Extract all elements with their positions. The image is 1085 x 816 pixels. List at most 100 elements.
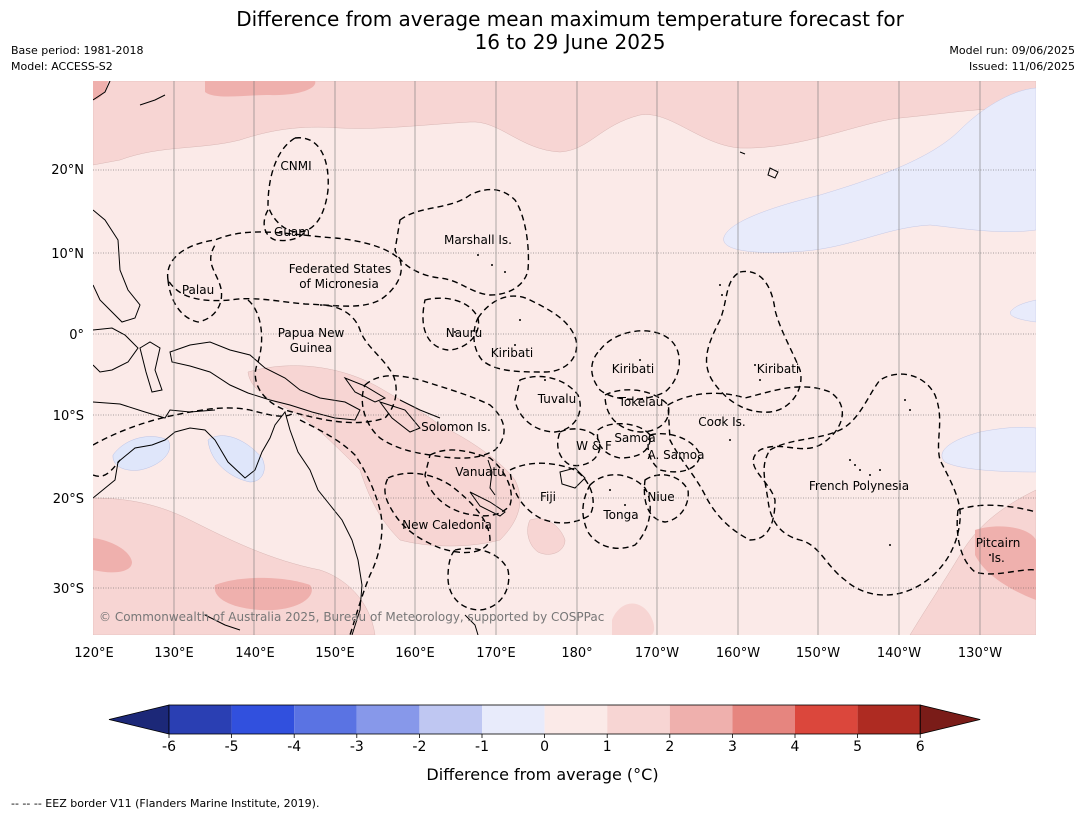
colorbar-tick-label: -4 [287, 739, 301, 755]
eez-marshall [394, 188, 530, 296]
anomaly-region-neg [207, 435, 265, 483]
lon-tick: 150°W [796, 646, 840, 661]
lon-tick: 140°E [235, 646, 275, 661]
label-nauru: Nauru [446, 326, 482, 340]
colorbar-segment [795, 705, 858, 734]
eez-solomon [361, 375, 505, 459]
anomaly-region-2-3 [93, 81, 108, 100]
eez-guam [263, 209, 306, 242]
lon-tick: 130°W [958, 646, 1002, 661]
colorbar-segment [482, 705, 545, 734]
label-guam: Guam [274, 225, 310, 239]
colorbar-tick-label: 5 [853, 739, 862, 755]
label-tonga: Tonga [602, 508, 638, 522]
anomaly-region-neg [1010, 299, 1036, 323]
eez-fsm [166, 231, 402, 307]
label-french-polynesia: French Polynesia [809, 479, 909, 493]
colorbar-tick-label: 3 [728, 739, 737, 755]
eez-niue [643, 474, 689, 523]
label-wallis-futuna: W & F [576, 439, 612, 453]
colorbar-ticks: -6 -5 -4 -3 -2 -1 0 1 2 3 4 5 6 [162, 739, 925, 755]
label-american-samoa: A. Samoa [648, 448, 705, 462]
colorbar-segment [607, 705, 670, 734]
lat-axis: 20°N 10°N 0° 10°S 20°S 30°S [51, 163, 84, 597]
issued-date: Issued: 11/06/2025 [968, 60, 1075, 73]
eez-samoa [596, 423, 651, 459]
colorbar-tick-label: 0 [540, 739, 549, 755]
anomaly-region-2-3 [975, 526, 1036, 600]
label-samoa: Samoa [614, 431, 655, 445]
lon-tick: 150°E [315, 646, 355, 661]
label-fsm-2: of Micronesia [299, 277, 379, 291]
meta-left: Base period: 1981-2018 Model: ACCESS-S2 [11, 43, 143, 75]
colorbar-tick-label: -1 [475, 739, 489, 755]
label-tokelau: Tokelau [618, 395, 664, 409]
colorbar-segment [857, 705, 921, 734]
footer-note: -- -- -- EEZ border V11 (Flanders Marine… [11, 797, 320, 810]
colorbar-title: Difference from average (°C) [426, 765, 659, 784]
eez-png [247, 299, 397, 424]
title-line-2: 16 to 29 June 2025 [474, 30, 666, 54]
grid-parallels [93, 169, 1036, 589]
anomaly-region-2-3 [205, 81, 316, 97]
eez-cook [667, 386, 843, 541]
lat-tick: 10°N [51, 247, 84, 262]
label-new-caledonia: New Caledonia [402, 518, 492, 532]
base-period: Base period: 1981-2018 [11, 44, 144, 57]
colorbar-segment [732, 705, 795, 734]
label-fiji: Fiji [540, 490, 556, 504]
label-tuvalu: Tuvalu [537, 392, 577, 406]
lon-tick: 160°W [716, 646, 760, 661]
lat-tick: 20°S [53, 492, 84, 507]
anomaly-region-2-3 [93, 538, 132, 573]
colorbar [108, 704, 981, 738]
lon-tick: 170°W [635, 646, 679, 661]
lon-tick: 180° [561, 646, 592, 661]
lat-tick: 0° [69, 328, 84, 343]
lat-tick: 10°S [53, 409, 84, 424]
label-png-1: Papua New [278, 326, 345, 340]
island-dots [454, 254, 991, 556]
colorbar-tick-label: 4 [791, 739, 800, 755]
label-niue: Niue [647, 490, 674, 504]
eez-australia [93, 407, 296, 477]
label-palau: Palau [182, 283, 214, 297]
lon-axis: 120°E 130°E 140°E 150°E 160°E 170°E 180°… [74, 646, 1002, 661]
lat-tick: 30°S [53, 582, 84, 597]
colorbar-tick-label: 6 [916, 739, 925, 755]
region-labels: CNMI Guam Marshall Is. Federated States … [182, 159, 1020, 565]
lon-tick: 130°E [154, 646, 194, 661]
grid-meridians [173, 81, 981, 635]
label-vanuatu: Vanuatu [455, 465, 505, 479]
eez-borders [93, 137, 1036, 635]
anomaly-region-1-2 [612, 603, 655, 635]
eez-australia-east [299, 419, 383, 635]
eez-french-polynesia [763, 373, 961, 596]
anomaly-region-2-3 [214, 577, 312, 611]
colorbar-tick-label: -2 [412, 739, 426, 755]
colorbar-segment [356, 705, 420, 734]
colorbar-extend-under [108, 704, 170, 735]
anomaly-region-neg [112, 436, 170, 471]
colorbar-segment [294, 705, 357, 734]
colorbar-segment [544, 705, 608, 734]
label-solomon: Solomon Is. [421, 420, 491, 434]
colorbar-segment [231, 705, 295, 734]
eez-wallis [557, 428, 601, 467]
lon-tick: 120°E [74, 646, 114, 661]
colorbar-tick-label: 1 [603, 739, 612, 755]
eez-asamoa [647, 433, 701, 473]
label-kiribati-gilbert: Kiribati [491, 346, 533, 360]
colorbar-tick-label: -5 [225, 739, 239, 755]
meta-right: Model run: 09/06/2025 Issued: 11/06/2025 [949, 43, 1075, 75]
colorbar-extend-over [919, 704, 981, 735]
map-panel: CNMI Guam Marshall Is. Federated States … [93, 81, 1036, 635]
anomaly-region-neg [723, 87, 1036, 253]
anomaly-region-1-2 [527, 518, 566, 555]
anomaly-region-1-2 [247, 365, 521, 547]
label-pitcairn-2: Is. [991, 551, 1005, 565]
title-line-1: Difference from average mean maximum tem… [236, 7, 904, 31]
colorbar-tick-label: -6 [162, 739, 176, 755]
eez-kiribati-gilbert [473, 295, 578, 373]
model-run: Model run: 09/06/2025 [949, 44, 1075, 57]
